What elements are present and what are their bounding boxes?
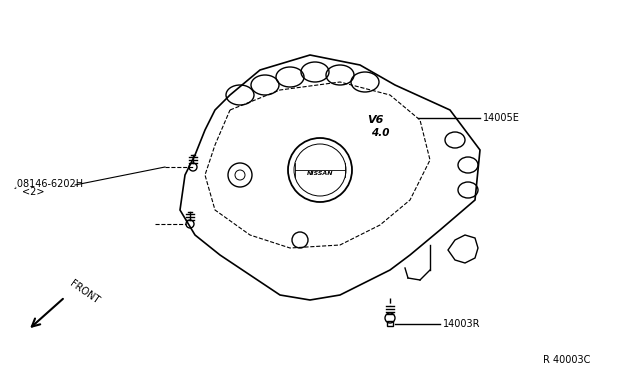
Text: 4.0: 4.0: [371, 128, 389, 138]
Text: 14005E: 14005E: [483, 113, 520, 123]
Text: R 40003C: R 40003C: [543, 355, 590, 365]
Text: <2>: <2>: [22, 187, 45, 197]
Text: NISSAN: NISSAN: [307, 170, 333, 176]
Text: ¸08146-6202H: ¸08146-6202H: [13, 178, 84, 188]
Text: FRONT: FRONT: [68, 278, 101, 306]
Text: V6: V6: [367, 115, 383, 125]
Text: 14003R: 14003R: [443, 319, 481, 329]
